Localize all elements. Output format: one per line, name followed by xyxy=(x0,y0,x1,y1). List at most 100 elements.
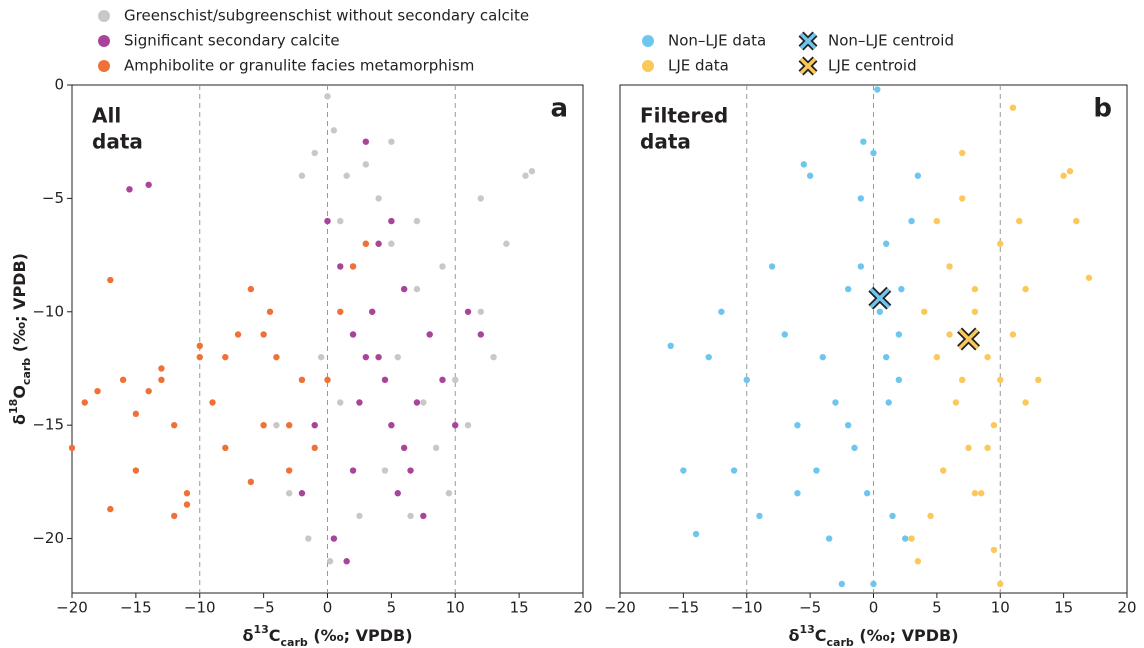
point xyxy=(400,285,408,293)
cross-fill xyxy=(958,328,979,350)
y-tick-label: −5 xyxy=(42,189,64,207)
point xyxy=(965,444,972,452)
axis-label-part: (‰; VPDB) xyxy=(308,626,413,645)
point xyxy=(196,342,203,350)
point xyxy=(158,376,165,384)
point xyxy=(860,138,867,145)
axis-label-part: δ xyxy=(788,626,799,645)
point xyxy=(324,217,331,225)
point xyxy=(901,535,909,542)
point xyxy=(81,399,88,406)
point xyxy=(413,399,421,406)
x-tick-label: 0 xyxy=(869,599,879,617)
point xyxy=(407,512,414,520)
point xyxy=(330,127,338,134)
point xyxy=(324,376,331,384)
point xyxy=(369,308,376,315)
point xyxy=(857,195,865,202)
point xyxy=(1016,217,1023,225)
point xyxy=(420,512,427,520)
point xyxy=(743,376,750,384)
legend-label: Greenschist/subgreenschist without secon… xyxy=(124,7,529,25)
x-tick-label: 15 xyxy=(510,599,529,617)
y-tick-label: −20 xyxy=(32,529,64,547)
point xyxy=(285,490,293,497)
point xyxy=(439,376,446,384)
point xyxy=(171,512,178,520)
point xyxy=(362,161,370,168)
point xyxy=(997,580,1004,588)
point xyxy=(317,353,325,361)
point xyxy=(394,353,401,361)
point xyxy=(183,501,191,508)
point xyxy=(298,376,306,384)
point xyxy=(356,399,363,406)
point xyxy=(971,285,979,293)
point xyxy=(933,217,941,225)
point xyxy=(260,331,267,338)
point xyxy=(171,421,178,429)
point xyxy=(222,444,229,452)
point xyxy=(895,376,903,384)
point xyxy=(266,308,274,315)
point xyxy=(680,467,687,474)
legend-label: Significant secondary calcite xyxy=(124,32,340,50)
point xyxy=(730,467,738,474)
point xyxy=(388,240,395,247)
axis-label-part: 13 xyxy=(799,623,814,636)
point xyxy=(477,331,484,338)
point xyxy=(400,444,408,452)
point xyxy=(940,467,947,474)
point xyxy=(362,138,370,145)
point xyxy=(863,490,871,497)
point xyxy=(477,308,484,315)
point xyxy=(756,512,763,520)
x-tick-label: 10 xyxy=(991,599,1010,617)
point xyxy=(895,331,903,338)
point xyxy=(1022,399,1029,406)
axis-label-part: carb xyxy=(827,636,854,648)
axis-label-part: C xyxy=(269,626,281,645)
point xyxy=(439,263,446,270)
axis-label-part: carb xyxy=(20,358,33,385)
point xyxy=(825,535,833,542)
point xyxy=(183,490,191,497)
point xyxy=(794,490,801,497)
point xyxy=(158,365,165,372)
point xyxy=(914,172,922,179)
point xyxy=(870,580,877,588)
point xyxy=(464,421,472,429)
point xyxy=(196,353,203,361)
point xyxy=(375,240,382,247)
cross-fill xyxy=(869,287,891,309)
point xyxy=(806,172,814,179)
point xyxy=(305,535,312,542)
legend-marker xyxy=(642,35,654,47)
x-tick-label: 20 xyxy=(1117,599,1136,617)
point xyxy=(381,467,389,474)
point xyxy=(247,285,255,293)
point xyxy=(381,376,389,384)
legend-marker xyxy=(798,31,818,51)
x-tick-label: −10 xyxy=(731,599,763,617)
point xyxy=(420,399,427,406)
point xyxy=(819,353,826,361)
point xyxy=(145,387,152,395)
point xyxy=(432,444,440,452)
panel-annotation: Filtered xyxy=(640,104,728,128)
point xyxy=(838,580,846,588)
point xyxy=(477,195,484,202)
legend-marker xyxy=(98,10,110,22)
point xyxy=(1060,172,1067,179)
point xyxy=(971,308,979,315)
legend-marker xyxy=(642,60,654,72)
point xyxy=(234,331,242,338)
point xyxy=(273,353,280,361)
point xyxy=(813,467,820,474)
point xyxy=(394,490,401,497)
point xyxy=(298,490,306,497)
legend-marker xyxy=(98,60,110,72)
point xyxy=(794,421,801,429)
point xyxy=(311,149,318,157)
point xyxy=(832,399,839,406)
